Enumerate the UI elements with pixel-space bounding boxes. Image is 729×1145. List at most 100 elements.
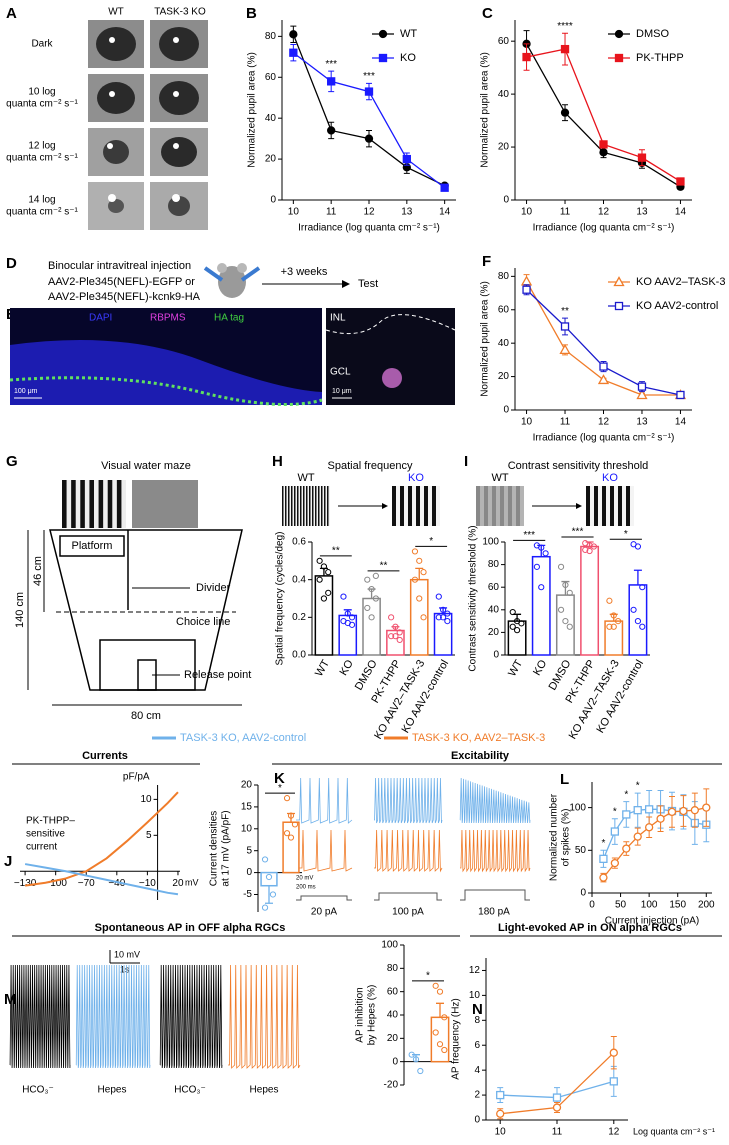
grating-stripe bbox=[309, 486, 311, 526]
grating-stripe bbox=[327, 486, 329, 526]
grating-stripe bbox=[62, 480, 67, 528]
maze-label: Choice line bbox=[176, 616, 230, 628]
data-point bbox=[435, 614, 442, 621]
annotation: sensitive bbox=[26, 829, 65, 840]
current-label: 20 pA bbox=[311, 907, 337, 918]
annotation: PK-THPP– bbox=[26, 816, 75, 827]
panel-label: G bbox=[6, 453, 18, 470]
significance: ** bbox=[561, 306, 569, 317]
data-point bbox=[372, 595, 379, 602]
data-point bbox=[435, 593, 442, 600]
series-line bbox=[525, 43, 681, 188]
grating-stripe bbox=[432, 486, 436, 526]
data-point bbox=[320, 595, 328, 602]
scale-label: 10 μm bbox=[332, 388, 352, 395]
grating-stripe bbox=[626, 486, 630, 526]
marker bbox=[636, 389, 648, 400]
section-title: Excitability bbox=[451, 750, 510, 762]
trace-label: Hepes bbox=[98, 1085, 127, 1096]
marker bbox=[644, 823, 654, 832]
data-point bbox=[566, 623, 573, 630]
data-point bbox=[372, 572, 379, 580]
data-point bbox=[420, 614, 427, 621]
y-tick-label: 80 bbox=[488, 559, 500, 570]
grating-stripe bbox=[400, 486, 404, 526]
x-axis-label: Irradiance (log quanta cm⁻² s⁻¹) bbox=[533, 433, 675, 444]
row-label: quanta cm⁻² s⁻¹ bbox=[6, 207, 78, 218]
y-tick-label: 20 bbox=[498, 371, 510, 382]
error-bar bbox=[415, 567, 424, 580]
maze-label: Release point bbox=[184, 669, 251, 681]
x-axis-label: Current injection (pA) bbox=[605, 916, 699, 927]
x-tick-label: 20 bbox=[172, 878, 184, 889]
x-tick-label: −70 bbox=[78, 878, 95, 889]
marker bbox=[327, 126, 336, 135]
maze-title: Visual water maze bbox=[101, 460, 191, 472]
x-axis-label: Log quanta cm⁻² s⁻¹ bbox=[633, 1126, 715, 1136]
series-line bbox=[526, 48, 681, 183]
stimulus-label: KO bbox=[602, 472, 618, 484]
data-point bbox=[538, 584, 545, 591]
marker bbox=[599, 362, 608, 371]
data-point bbox=[441, 1046, 448, 1054]
scale-label: 200 ms bbox=[296, 885, 316, 891]
y-axis-label: Contrast sensitivity threshold (%) bbox=[468, 525, 479, 671]
y-axis-label: of spikes (%) bbox=[561, 809, 572, 867]
grating-stripe bbox=[282, 486, 284, 526]
y-tick-label: 0 bbox=[246, 867, 252, 878]
marker bbox=[327, 77, 336, 86]
trace-label: Hepes bbox=[250, 1085, 279, 1096]
mouse-icon bbox=[203, 263, 261, 298]
y-tick-label: 60 bbox=[265, 72, 277, 83]
micrograph-layer bbox=[10, 340, 322, 405]
step-label: Test bbox=[358, 278, 378, 290]
data-point bbox=[606, 597, 613, 604]
y-tick-label: 60 bbox=[387, 986, 399, 997]
marker bbox=[644, 805, 654, 814]
marker bbox=[378, 29, 388, 39]
y-tick-label: 100 bbox=[381, 940, 398, 951]
x-tick-label: 12 bbox=[598, 417, 610, 428]
y-tick-label: 20 bbox=[241, 780, 253, 791]
data-point bbox=[411, 548, 419, 555]
marker bbox=[614, 301, 624, 311]
x-tick-label: 50 bbox=[615, 900, 627, 911]
marker bbox=[496, 1090, 505, 1100]
row-label: Dark bbox=[31, 39, 53, 50]
voltage-trace bbox=[459, 777, 531, 824]
significance: * bbox=[613, 806, 617, 817]
y-tick-label: 8 bbox=[474, 1015, 480, 1026]
x-tick-label: WT bbox=[506, 658, 525, 679]
y-axis-label: Spatial frequency (cycles/deg) bbox=[275, 532, 286, 666]
grating-stripe bbox=[294, 486, 296, 526]
error-bar bbox=[319, 567, 328, 576]
grating-stripe bbox=[297, 486, 299, 526]
significance: * bbox=[601, 838, 605, 849]
data-point bbox=[441, 1014, 448, 1021]
data-point bbox=[513, 627, 521, 634]
marker bbox=[614, 53, 624, 63]
x-tick-label: −40 bbox=[108, 878, 125, 889]
legend-label: TASK-3 KO, AAV2-control bbox=[180, 732, 306, 744]
layer-label: INL bbox=[330, 313, 346, 324]
chart-title: Spatial frequency bbox=[328, 460, 413, 472]
y-axis-label: AP frequency (Hz) bbox=[451, 998, 462, 1080]
data-point bbox=[261, 856, 269, 863]
x-tick-label: 13 bbox=[401, 207, 413, 218]
x-tick-label: 10 bbox=[521, 417, 533, 428]
grating-stripe bbox=[288, 486, 290, 526]
annotation: current bbox=[26, 842, 57, 853]
data-point bbox=[408, 1051, 415, 1058]
bar bbox=[604, 620, 624, 656]
protocol-text: AAV2-Ple345(NEFL)-kcnk9-HA bbox=[48, 291, 201, 303]
legend-label: KO AAV2-control bbox=[636, 300, 718, 312]
x-tick-label: −10 bbox=[139, 878, 156, 889]
series-line bbox=[24, 863, 179, 896]
panel-label: H bbox=[272, 453, 283, 470]
x-tick-label: 0 bbox=[589, 900, 595, 911]
grating-stripe bbox=[89, 480, 94, 528]
marker bbox=[690, 806, 700, 815]
marker bbox=[609, 1048, 618, 1057]
section-title: Spontaneous AP in OFF alpha RGCs bbox=[95, 922, 286, 934]
